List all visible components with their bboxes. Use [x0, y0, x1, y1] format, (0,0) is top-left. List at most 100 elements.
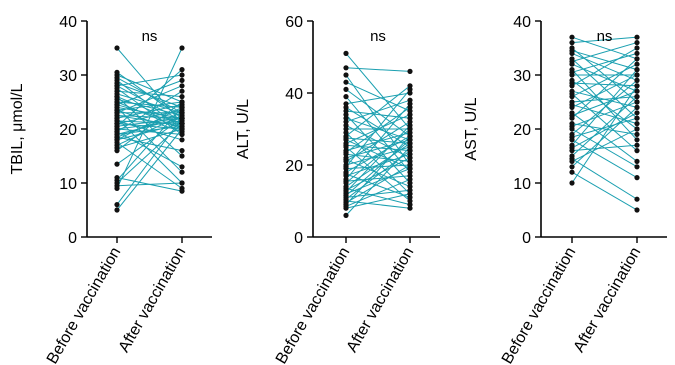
point-after — [634, 131, 640, 137]
pair-line — [571, 47, 638, 87]
pair-line — [571, 74, 638, 108]
point-after — [407, 184, 413, 190]
point-after — [407, 198, 413, 204]
point-after — [634, 88, 640, 94]
point-before — [569, 34, 575, 40]
y-tick-label: 20 — [285, 158, 303, 175]
y-tick-label: 0 — [294, 230, 303, 247]
point-after — [634, 207, 640, 213]
point-after — [179, 180, 185, 186]
point-after — [179, 104, 185, 110]
point-after — [179, 94, 185, 100]
point-before — [343, 130, 349, 136]
point-after — [407, 122, 413, 128]
point-before — [569, 50, 575, 57]
point-after — [634, 56, 640, 62]
point-before — [343, 101, 349, 107]
significance-label: ns — [370, 28, 386, 45]
pair-line — [345, 114, 411, 144]
point-after — [407, 151, 413, 157]
pair-line — [116, 117, 183, 184]
point-after — [179, 188, 185, 194]
pair-line — [571, 128, 638, 162]
y-tick-label: 0 — [522, 230, 531, 247]
point-before — [343, 151, 349, 157]
point-after — [407, 86, 413, 92]
point-before — [114, 161, 120, 167]
point-after — [407, 112, 413, 118]
point-after — [179, 131, 185, 137]
pair-line — [116, 107, 183, 181]
pair-line — [571, 144, 638, 152]
point-before — [343, 72, 349, 78]
point-after — [179, 99, 185, 105]
point-before — [343, 86, 349, 92]
point-before — [343, 137, 349, 143]
y-tick-label: 0 — [68, 230, 77, 247]
point-after — [179, 83, 185, 89]
point-before — [343, 212, 349, 218]
y-tick-label: 40 — [285, 86, 303, 103]
pair-line — [571, 50, 638, 71]
pair-line — [571, 58, 638, 119]
pair-line — [571, 52, 638, 73]
point-before — [343, 108, 349, 114]
pair-line — [345, 85, 411, 137]
point-after — [407, 202, 413, 208]
point-after — [407, 158, 413, 164]
pair-line — [571, 158, 638, 200]
x-label-before: Before vaccination — [273, 245, 354, 365]
pair-line — [571, 36, 638, 44]
y-axis-title: TBIL, μmol/L — [9, 83, 26, 174]
pair-line — [116, 47, 183, 189]
pair-line — [345, 164, 411, 204]
point-before — [343, 50, 349, 57]
point-before — [569, 40, 575, 46]
pair-line — [571, 90, 638, 116]
point-before — [343, 122, 349, 128]
point-after — [407, 108, 413, 114]
pair-line — [345, 193, 411, 209]
point-after — [407, 140, 413, 146]
pair-line — [345, 173, 411, 198]
y-tick-label: 20 — [59, 122, 77, 139]
pair-line — [571, 112, 638, 149]
pair-line — [345, 74, 411, 166]
point-after — [179, 45, 185, 51]
pair-line — [116, 69, 183, 127]
point-after — [634, 137, 640, 143]
pair-line — [345, 153, 411, 162]
pair-lines — [571, 36, 638, 211]
point-after — [407, 144, 413, 150]
y-tick-label: 10 — [513, 176, 531, 193]
pair-line — [345, 81, 411, 112]
pair-line — [345, 106, 411, 153]
pair-line — [345, 96, 411, 173]
x-label-before: Before vaccination — [44, 245, 125, 365]
point-after — [179, 121, 185, 127]
point-before — [569, 104, 575, 110]
pair-line — [571, 96, 638, 157]
point-after — [634, 121, 640, 127]
pair-line — [116, 115, 183, 146]
pair-line — [345, 128, 411, 184]
data-points — [569, 34, 640, 213]
pair-line — [116, 101, 183, 152]
point-after — [407, 97, 413, 103]
point-before — [343, 126, 349, 132]
x-label-after: After vaccination — [116, 245, 190, 356]
point-before — [114, 45, 120, 51]
point-before — [569, 137, 575, 143]
pair-line — [116, 90, 183, 98]
point-before — [569, 94, 575, 100]
point-after — [179, 137, 185, 143]
point-before — [343, 112, 349, 118]
point-before — [569, 164, 575, 170]
point-after — [407, 187, 413, 193]
point-before — [569, 126, 575, 132]
point-after — [407, 169, 413, 175]
point-before — [114, 185, 120, 191]
x-label-after: After vaccination — [344, 245, 418, 356]
point-before — [343, 104, 349, 110]
